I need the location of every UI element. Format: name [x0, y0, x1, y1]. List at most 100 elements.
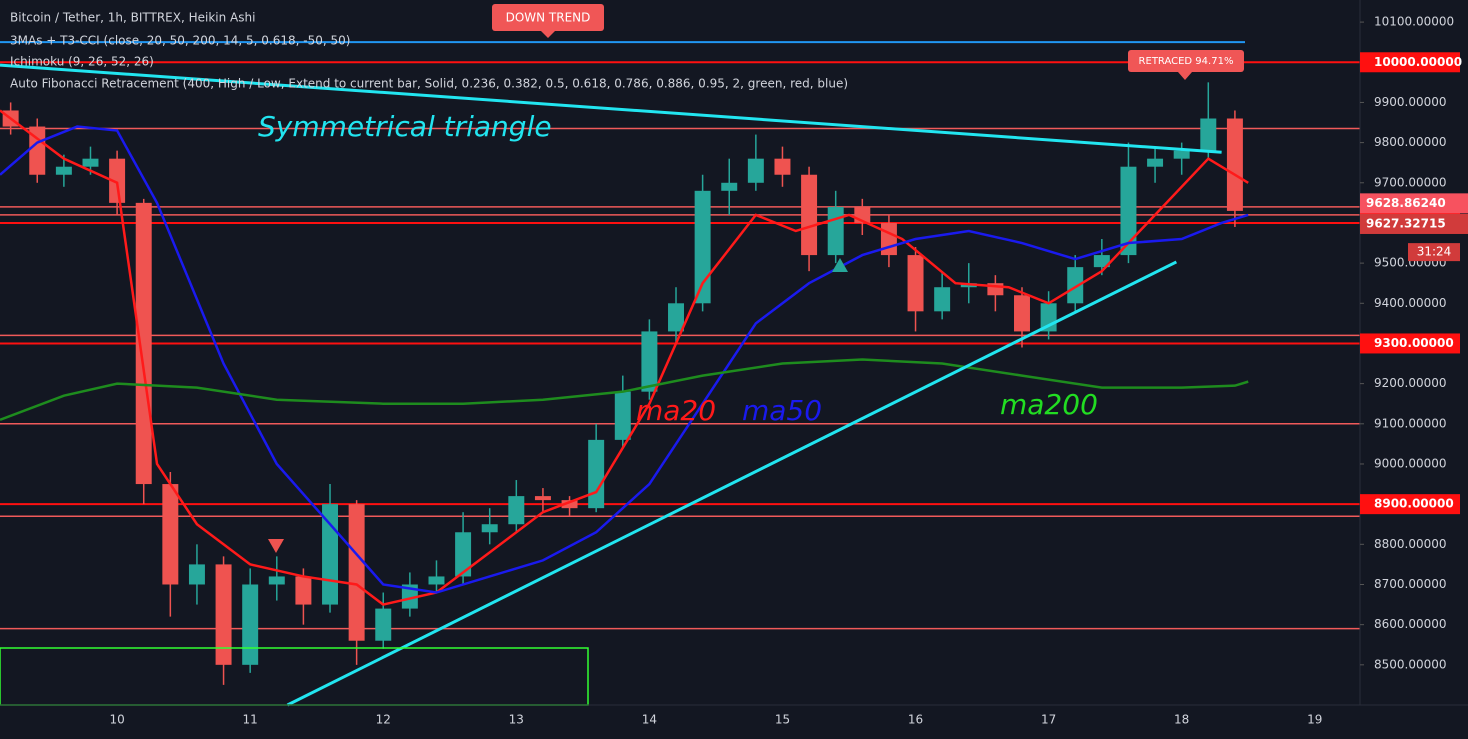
candle-body [694, 190, 711, 304]
ma-label: ma20 [636, 394, 716, 427]
y-tick-label: 9900.00000 [1374, 95, 1447, 109]
ma-label: ma200 [1000, 388, 1098, 421]
price-label: 9628.86240 [1366, 196, 1446, 210]
trend-line [286, 260, 1178, 707]
candle-body [1014, 295, 1030, 332]
candle-body [1173, 150, 1190, 159]
candle-body [1093, 255, 1110, 268]
candle-body [82, 158, 99, 167]
candle-body [1147, 158, 1164, 167]
y-tick-label: 8700.00000 [1374, 577, 1447, 591]
lines [0, 63, 1249, 707]
levels [0, 41, 1360, 630]
price-label: 9627.32715 [1366, 216, 1446, 230]
level-label-box [1360, 52, 1460, 73]
sell-marker [268, 539, 284, 553]
candle-body [588, 439, 605, 509]
countdown-box [1408, 243, 1460, 262]
ma-line [0, 109, 1249, 606]
countdown: 31:24 [1417, 245, 1452, 259]
down-trend-label: DOWN TREND [506, 11, 591, 25]
retraced-box [1128, 50, 1244, 72]
candle-body [162, 484, 179, 585]
candle-body [135, 202, 152, 485]
retraced-label: RETRACED 94.71% [1139, 56, 1234, 67]
candle-body [295, 576, 312, 605]
y-tick-label: 9000.00000 [1374, 456, 1447, 470]
x-tick-label: 11 [243, 713, 258, 727]
candle-body [428, 576, 445, 585]
candle-body [1120, 166, 1137, 256]
candle-body [880, 222, 897, 256]
candle-body [188, 564, 205, 585]
trend-line [0, 63, 1222, 154]
candle-body [907, 255, 924, 312]
y-tick-label: 8600.00000 [1374, 617, 1447, 631]
y-tick-label: 10100.00000 [1374, 15, 1454, 29]
x-tick-label: 14 [642, 713, 657, 727]
candle-body [1200, 118, 1217, 151]
candle-body [55, 166, 72, 175]
price-box [1360, 213, 1468, 234]
x-tick-label: 15 [775, 713, 790, 727]
candle-body [934, 287, 951, 312]
y-tick-label: 9400.00000 [1374, 296, 1447, 310]
y-tick-label: 8800.00000 [1374, 537, 1447, 551]
candle-body [268, 576, 285, 585]
callout-arrow [541, 31, 555, 38]
ma-label: ma50 [742, 394, 822, 427]
chart-title: Bitcoin / Tether, 1h, BITTREX, Heikin As… [10, 11, 255, 25]
candle-body [1067, 267, 1084, 304]
y-tick-label: 9100.00000 [1374, 416, 1447, 430]
y-tick-label: 9200.00000 [1374, 376, 1447, 390]
axes: 8500.00000 8600.00000 8700.00000 8800.00000… [109, 15, 1468, 727]
ma-line [0, 358, 1249, 421]
candle-body [774, 158, 791, 175]
x-tick-label: 10 [109, 713, 124, 727]
candle-body [215, 564, 232, 665]
indicator: 3MAs + T3-CCI (close, 20, 50, 200, 14, 5… [10, 34, 350, 48]
ma-line [0, 125, 1249, 594]
level-label: 8900.00000 [1374, 497, 1454, 511]
candle-body [721, 182, 738, 191]
x-tick-label: 16 [908, 713, 923, 727]
candle-body [801, 174, 818, 256]
candle-body [747, 158, 764, 183]
level-label: 10000.00000 [1374, 55, 1462, 69]
candle-body [668, 303, 684, 332]
y-tick-label: 9700.00000 [1374, 175, 1447, 189]
x-tick-label: 12 [376, 713, 391, 727]
candle-body [481, 524, 498, 533]
candle-body [455, 532, 472, 577]
candle-body [827, 206, 844, 256]
candle-body [561, 500, 578, 509]
candle-body [641, 331, 658, 392]
y-tick-label: 9800.00000 [1374, 135, 1447, 149]
candle-body [1226, 118, 1243, 211]
x-tick-label: 13 [509, 713, 524, 727]
price-box [1360, 193, 1468, 214]
candle-body [508, 496, 525, 525]
x-tick-label: 19 [1307, 713, 1322, 727]
candle-body [401, 584, 418, 609]
candle-body [242, 584, 259, 665]
candle-body [29, 126, 46, 175]
candle-body [614, 391, 631, 440]
candle-body [348, 504, 365, 641]
y-tick-label: 8500.00000 [1374, 657, 1447, 671]
level-label-box [1360, 333, 1460, 354]
x-tick-label: 18 [1174, 713, 1189, 727]
x-tick-label: 17 [1041, 713, 1056, 727]
level-label-box [1360, 494, 1460, 515]
candle-body [534, 496, 551, 501]
candle-body [109, 158, 126, 203]
candle-body [375, 608, 392, 641]
pattern-label: Symmetrical triangle [258, 110, 552, 143]
buy-marker [832, 258, 848, 272]
down-trend-box [492, 4, 604, 31]
indicator: Ichimoku (9, 26, 52, 26) [10, 55, 154, 69]
callout-arrow [1178, 72, 1192, 80]
level-label: 9300.00000 [1374, 336, 1454, 350]
indicator: Auto Fibonacci Retracement (400, High / … [10, 77, 848, 91]
